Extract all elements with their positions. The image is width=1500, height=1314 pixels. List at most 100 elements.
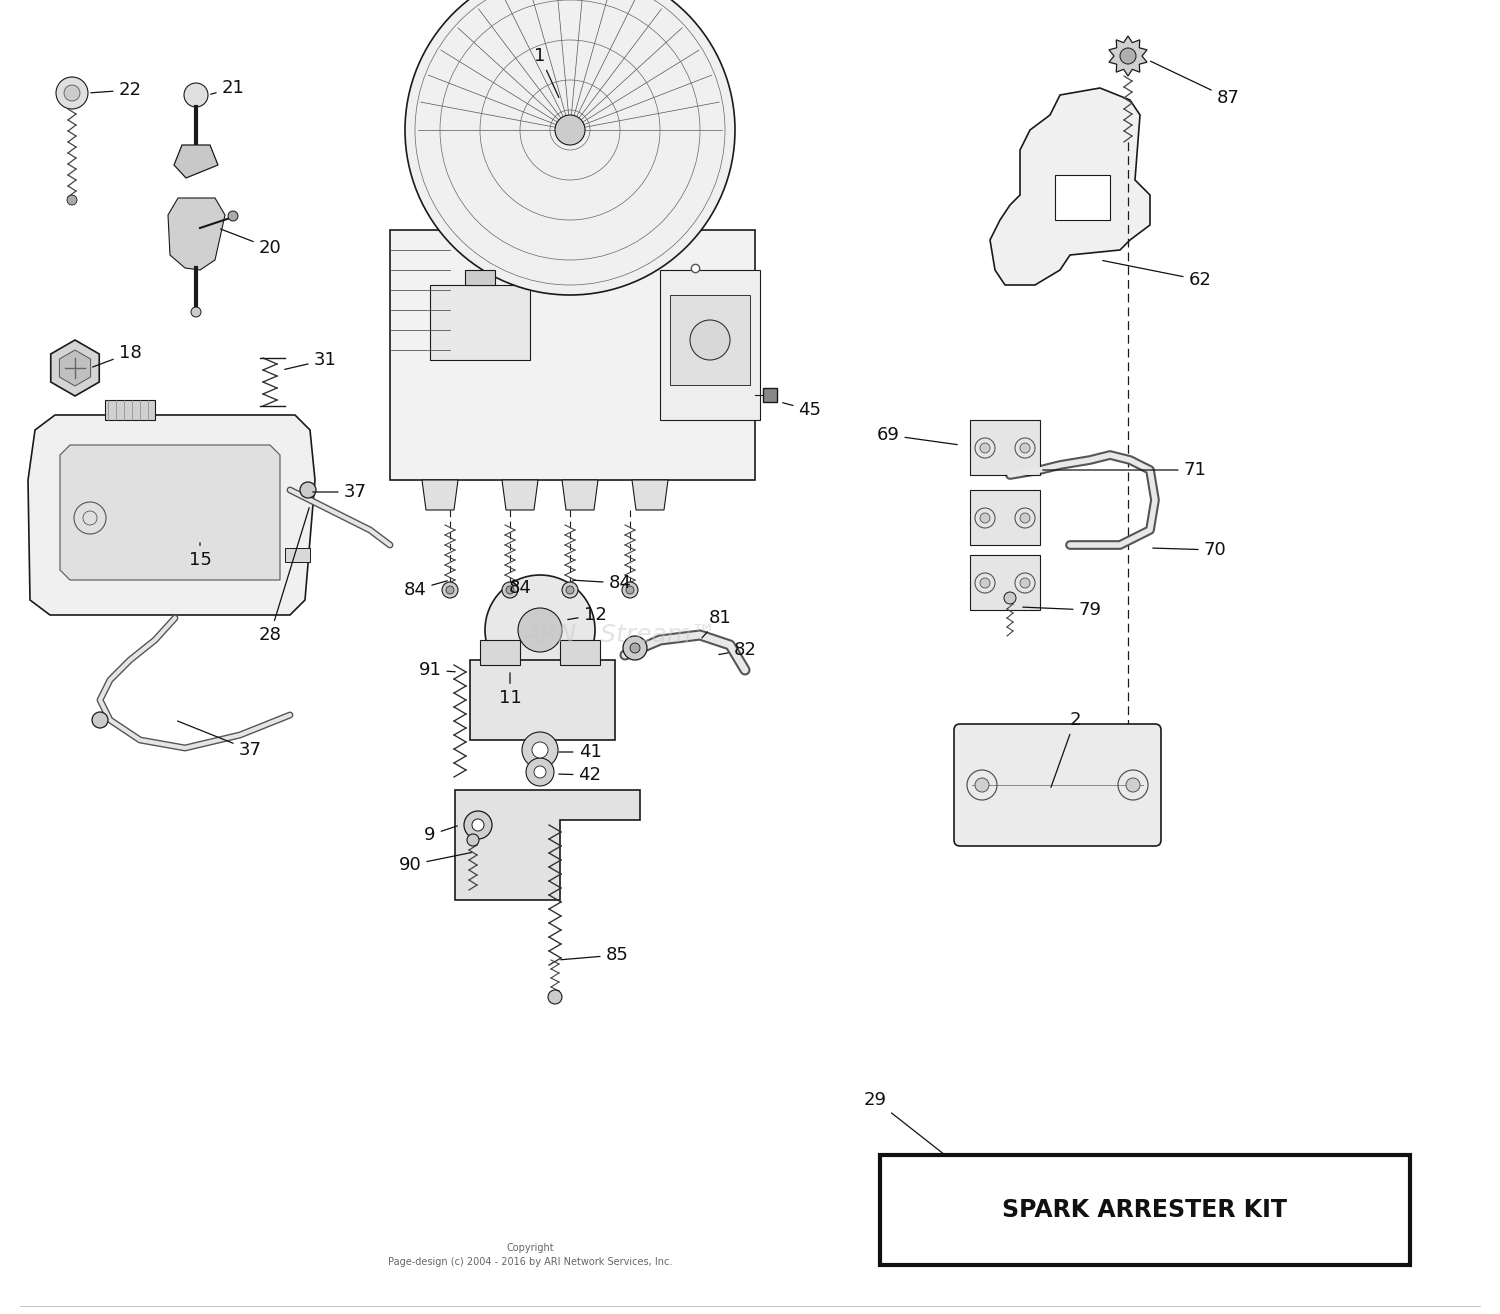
Bar: [880, 1155, 1410, 1265]
Text: 69: 69: [876, 426, 957, 444]
Circle shape: [534, 766, 546, 778]
Text: 37: 37: [177, 721, 261, 759]
Circle shape: [506, 586, 515, 594]
Text: 81: 81: [702, 608, 732, 637]
Text: 21: 21: [210, 79, 244, 97]
Text: 62: 62: [1102, 260, 1212, 289]
Circle shape: [484, 576, 596, 685]
Circle shape: [1004, 593, 1016, 604]
Polygon shape: [562, 480, 598, 510]
Circle shape: [532, 742, 548, 758]
Text: Copyright
Page-design (c) 2004 - 2016 by ARI Network Services, Inc.: Copyright Page-design (c) 2004 - 2016 by…: [388, 1243, 672, 1267]
Circle shape: [1126, 778, 1140, 792]
Text: 1: 1: [534, 47, 560, 97]
Circle shape: [472, 819, 484, 830]
Circle shape: [566, 586, 574, 594]
Polygon shape: [465, 269, 495, 285]
Polygon shape: [970, 420, 1040, 474]
Circle shape: [980, 578, 990, 587]
Text: 90: 90: [399, 853, 471, 874]
Circle shape: [56, 78, 88, 109]
Polygon shape: [168, 198, 225, 269]
Polygon shape: [105, 399, 154, 420]
Circle shape: [442, 582, 458, 598]
Text: 70: 70: [1154, 541, 1227, 558]
Circle shape: [548, 989, 562, 1004]
Circle shape: [92, 712, 108, 728]
Polygon shape: [174, 145, 217, 177]
Circle shape: [555, 116, 585, 145]
Text: 2: 2: [1052, 711, 1080, 787]
Text: 28: 28: [258, 507, 309, 644]
Text: 37: 37: [314, 484, 366, 501]
Circle shape: [626, 586, 634, 594]
Polygon shape: [480, 640, 520, 665]
Circle shape: [466, 834, 478, 846]
FancyBboxPatch shape: [954, 724, 1161, 846]
Polygon shape: [51, 340, 99, 396]
Circle shape: [526, 758, 554, 786]
Text: 41: 41: [560, 742, 602, 761]
Bar: [1054, 175, 1110, 219]
Circle shape: [464, 811, 492, 840]
Polygon shape: [560, 640, 600, 665]
Circle shape: [68, 194, 76, 205]
Text: 29: 29: [864, 1091, 944, 1154]
Circle shape: [1020, 578, 1031, 587]
Circle shape: [980, 443, 990, 453]
Circle shape: [300, 482, 316, 498]
Text: 84: 84: [404, 581, 447, 599]
Text: 79: 79: [1023, 600, 1101, 619]
Polygon shape: [660, 269, 760, 420]
Circle shape: [622, 582, 638, 598]
Circle shape: [64, 85, 80, 101]
Text: 45: 45: [783, 401, 822, 419]
Circle shape: [975, 778, 988, 792]
Polygon shape: [970, 490, 1040, 545]
Text: 18: 18: [93, 344, 141, 367]
Circle shape: [980, 512, 990, 523]
Circle shape: [1020, 512, 1031, 523]
Polygon shape: [60, 350, 90, 386]
Circle shape: [690, 321, 730, 360]
Text: 85: 85: [561, 946, 628, 964]
Circle shape: [503, 582, 518, 598]
Text: 91: 91: [419, 661, 454, 679]
Text: SPARK ARRESTER KIT: SPARK ARRESTER KIT: [1002, 1198, 1287, 1222]
Text: 31: 31: [285, 351, 336, 369]
Circle shape: [562, 582, 578, 598]
Polygon shape: [454, 790, 640, 900]
Text: 15: 15: [189, 543, 211, 569]
Polygon shape: [28, 415, 315, 615]
Text: 11: 11: [498, 673, 522, 707]
Polygon shape: [632, 480, 668, 510]
Circle shape: [630, 643, 640, 653]
Polygon shape: [60, 445, 280, 579]
Circle shape: [1120, 49, 1136, 64]
Polygon shape: [970, 555, 1040, 610]
Text: 87: 87: [1150, 62, 1239, 106]
Polygon shape: [422, 480, 458, 510]
Polygon shape: [470, 660, 615, 740]
Polygon shape: [670, 296, 750, 385]
Text: 71: 71: [1042, 461, 1206, 480]
Circle shape: [622, 636, 646, 660]
Circle shape: [228, 212, 238, 221]
Circle shape: [190, 307, 201, 317]
Circle shape: [518, 608, 562, 652]
Circle shape: [522, 732, 558, 767]
Text: 84: 84: [509, 579, 531, 597]
Polygon shape: [990, 88, 1150, 285]
Text: 20: 20: [220, 229, 282, 258]
Polygon shape: [430, 285, 530, 360]
Text: 84: 84: [573, 574, 632, 593]
Circle shape: [184, 83, 209, 106]
Text: 22: 22: [92, 81, 141, 99]
Circle shape: [446, 586, 454, 594]
Text: 82: 82: [718, 641, 756, 660]
Text: 42: 42: [560, 766, 602, 784]
Polygon shape: [285, 548, 310, 562]
Polygon shape: [1108, 35, 1148, 76]
Polygon shape: [503, 480, 538, 510]
Circle shape: [405, 0, 735, 296]
